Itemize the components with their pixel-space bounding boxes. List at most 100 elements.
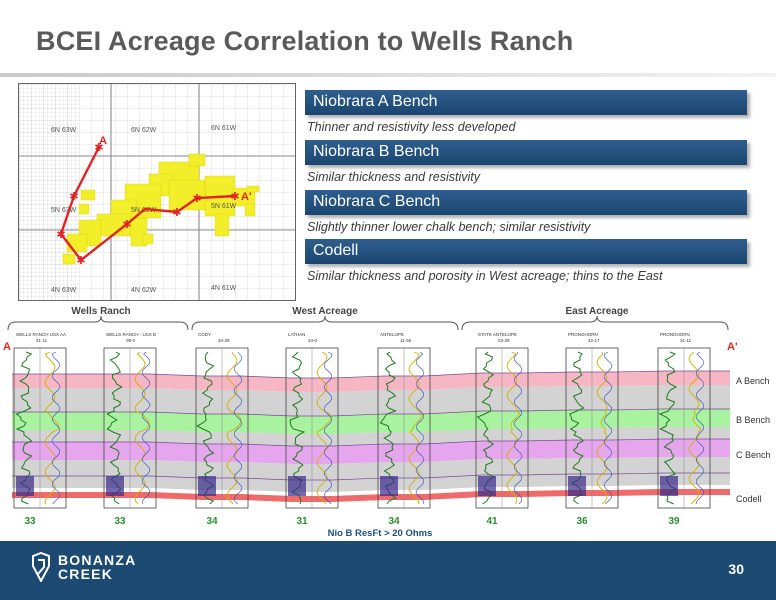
correlation-line	[12, 472, 730, 481]
bench-b-desc: Similar thickness and resistivity	[307, 170, 480, 184]
township-label: 6N 63W	[51, 127, 77, 134]
logo-mark-icon	[32, 552, 50, 582]
well-number: 34-28	[218, 338, 230, 343]
bench-b: Niobrara B Bench Similar thickness and r…	[305, 140, 747, 184]
group-label-east-acreage: East Acreage	[566, 306, 629, 317]
resft-value: 34	[206, 516, 218, 527]
porosity-curve	[415, 351, 425, 505]
well-name: LATHAN	[288, 332, 305, 337]
bench-c-title: Niobrara C Bench	[305, 190, 747, 215]
svg-text:✱: ✱	[69, 191, 78, 203]
resft-value: 34	[388, 516, 400, 527]
well-number: 34-0	[308, 338, 318, 343]
svg-text:✱: ✱	[94, 142, 103, 154]
well-markers: ✱ ✱ ✱ ✱ ✱ ✱ ✱ ✱	[56, 142, 239, 267]
bench-a: Niobrara A Bench Thinner and resistivity…	[305, 90, 747, 134]
township-label: 6N 62W	[131, 127, 157, 134]
porosity-curve	[51, 351, 61, 505]
svg-text:✱: ✱	[76, 255, 85, 267]
group-label-west-acreage: West Acreage	[292, 306, 358, 317]
well-number: 09-0	[126, 338, 136, 343]
well-number: 03-28	[498, 338, 510, 343]
log-shading	[288, 476, 306, 496]
bench-b-title: Niobrara B Bench	[305, 140, 747, 165]
group-label-wells-ranch: Wells Ranch	[71, 306, 130, 317]
porosity-curve	[695, 351, 705, 505]
map-point-a-prime: A'	[241, 191, 252, 203]
correlation-line	[12, 438, 730, 447]
title-divider	[0, 73, 776, 77]
resistivity-curve	[226, 351, 242, 505]
codell-band	[12, 489, 730, 502]
resft-value: 41	[486, 516, 498, 527]
log-shading	[198, 476, 216, 496]
group-braces	[7, 315, 729, 331]
log-shading	[568, 476, 586, 496]
map-point-a: A	[99, 135, 107, 147]
resistivity-curve	[134, 351, 150, 505]
bench-a-desc: Thinner and resistivity less developed	[307, 120, 516, 134]
resistivity-curve	[596, 351, 608, 505]
bench-a-title: Niobrara A Bench	[305, 90, 747, 115]
zone-label-c-bench: C Bench	[736, 450, 771, 460]
bench-codell: Codell Similar thickness and porosity in…	[305, 239, 747, 283]
svg-text:✱: ✱	[192, 193, 201, 205]
well-log: WELLS RANCH - USX B09-0 33	[103, 332, 157, 527]
well-name: WELLS RANCH - USX B	[106, 332, 156, 337]
well-number: 31-11	[680, 338, 692, 343]
resistivity-footnote: Nio B ResFt > 20 Ohms	[328, 528, 433, 539]
c-bench-band	[12, 439, 730, 464]
well-log: CODY 34-28 34	[195, 332, 249, 527]
gray-band	[12, 457, 730, 492]
map-svg: 6N 63W 6N 62W 6N 61W 5N 63W 5N 62W 5N 61…	[19, 84, 295, 300]
gray-band	[12, 427, 730, 446]
township-label: 4N 61W	[211, 285, 237, 292]
log-shading	[16, 476, 34, 496]
logo-text-bottom: CREEK	[58, 566, 114, 582]
slide-title: BCEI Acreage Correlation to Wells Ranch	[36, 26, 574, 56]
log-shading	[106, 476, 124, 496]
well-name: PRONGHORN	[660, 332, 690, 337]
zone-label-codell: Codell	[736, 494, 762, 504]
section-line	[59, 146, 236, 262]
well-name: STATE ANTELOPE	[478, 332, 517, 337]
resft-value: 33	[114, 516, 126, 527]
well-number: 21-11	[36, 338, 48, 343]
township-label: 4N 62W	[131, 287, 157, 294]
svg-text:✱: ✱	[56, 229, 65, 241]
resft-value: 31	[296, 516, 308, 527]
resistivity-curve	[408, 351, 424, 505]
svg-text:✱: ✱	[172, 207, 181, 219]
well-name: ANTELOPE	[380, 332, 404, 337]
well-number: 11-36	[400, 338, 412, 343]
resft-value: 33	[24, 516, 36, 527]
a-bench-band	[12, 371, 730, 392]
acreage-map: 6N 63W 6N 62W 6N 61W 5N 63W 5N 62W 5N 61…	[18, 83, 296, 301]
bench-codell-title: Codell	[305, 239, 747, 264]
footer-bar: BONANZA CREEK 30	[0, 541, 776, 600]
svg-text:✱: ✱	[230, 191, 239, 203]
log-shading	[660, 476, 678, 496]
b-bench-band	[12, 409, 730, 434]
bench-c-desc: Slightly thinner lower chalk bench; simi…	[307, 220, 591, 234]
zone-label-a-bench: A Bench	[736, 376, 770, 386]
company-logo: BONANZA CREEK	[30, 552, 136, 582]
porosity-curve	[513, 351, 523, 505]
well-name: WELLS RANCH USX AA	[16, 332, 66, 337]
well-name: CODY	[198, 332, 211, 337]
cross-section: Wells Ranch West Acreage East Acreage A …	[0, 300, 776, 545]
well-name: PRONGHORN	[568, 332, 598, 337]
well-number: 42-17	[588, 338, 600, 343]
log-shading	[478, 476, 496, 496]
township-label: 6N 61W	[211, 125, 237, 132]
logo-text-top: BONANZA	[58, 552, 137, 568]
gray-band	[12, 385, 730, 416]
resistivity-curve	[316, 351, 332, 505]
cross-section-svg: Wells Ranch West Acreage East Acreage A …	[3, 306, 771, 539]
resft-value: 36	[576, 516, 588, 527]
